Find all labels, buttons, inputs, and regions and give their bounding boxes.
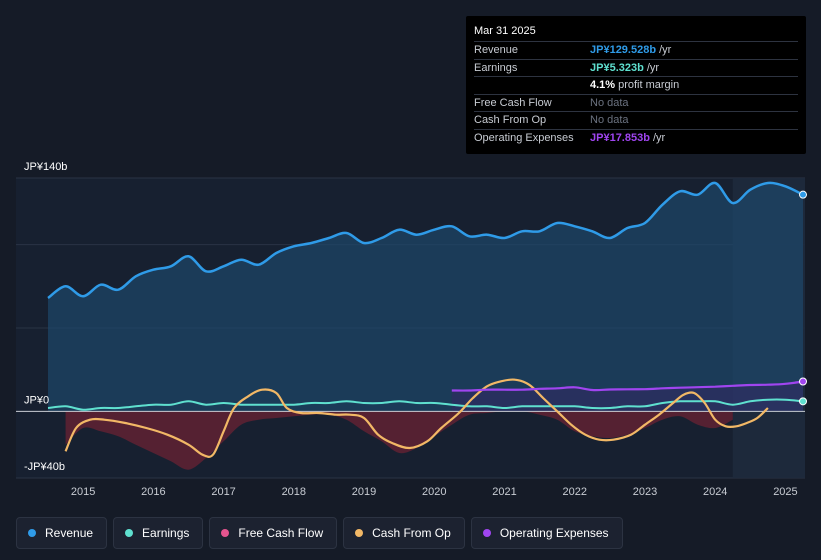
x-tick-label: 2018: [282, 486, 306, 498]
earnings-line: [47, 398, 804, 411]
x-tick-label: 2025: [773, 486, 797, 498]
legend: Revenue Earnings Free Cash Flow Cash From O…: [16, 517, 623, 549]
tooltip-row: Cash From Op No data: [474, 112, 798, 130]
tooltip-row-value: JP¥17.853b: [590, 132, 650, 145]
legend-item-free-cash-flow[interactable]: Free Cash Flow: [209, 517, 338, 549]
y-tick-label: -JP¥40b: [24, 461, 65, 473]
x-tick-label: 2021: [492, 486, 516, 498]
x-tick-label: 2019: [352, 486, 376, 498]
legend-dot-icon: [125, 529, 134, 537]
operating-expenses-end-marker: [799, 377, 807, 386]
tooltip-row-label: Free Cash Flow: [474, 96, 552, 109]
tooltip-row-value: 4.1%: [590, 79, 616, 92]
legend-item-revenue[interactable]: Revenue: [16, 517, 108, 549]
legend-label: Earnings: [142, 526, 190, 540]
x-tick-label: 2022: [563, 486, 587, 498]
revenue-area: [48, 182, 803, 412]
tooltip-row-unit: /yr: [652, 132, 666, 145]
tooltip-row: Revenue JP¥129.528b/yr: [474, 42, 798, 60]
legend-item-earnings[interactable]: Earnings: [113, 517, 204, 549]
y-tick-label: JP¥0: [24, 394, 49, 406]
tooltip-row-value: No data: [590, 96, 629, 109]
legend-label: Cash From Op: [372, 526, 451, 540]
tooltip-row-unit: /yr: [659, 44, 672, 57]
legend-dot-icon: [221, 529, 230, 537]
tooltip-row: Operating Expenses JP¥17.853b/yr: [474, 130, 798, 148]
operating-expenses-line: [451, 380, 804, 392]
revenue-end-marker: [799, 190, 807, 199]
tooltip-row-value: JP¥129.528b: [590, 44, 657, 57]
legend-label: Free Cash Flow: [238, 526, 324, 540]
revenue-line: [47, 181, 804, 300]
legend-dot-icon: [355, 529, 364, 537]
x-tick-label: 2017: [211, 486, 235, 498]
free-cash-flow-area: [65, 411, 733, 470]
data-tooltip: Mar 31 2025 Revenue JP¥129.528b/yr Earning…: [466, 16, 806, 154]
tooltip-row-label: Cash From Op: [474, 114, 547, 127]
x-tick-label: 2024: [703, 486, 727, 498]
tooltip-row-value: JP¥5.323b: [590, 61, 644, 74]
legend-item-cash-from-op[interactable]: Cash From Op: [343, 517, 465, 549]
tooltip-row-label: Revenue: [474, 44, 519, 57]
tooltip-row: Earnings JP¥5.323b/yr: [474, 60, 798, 77]
x-tick-label: 2015: [71, 486, 95, 498]
legend-item-operating-expenses[interactable]: Operating Expenses: [470, 517, 623, 549]
x-tick-label: 2016: [141, 486, 165, 498]
tooltip-row-label: Operating Expenses: [474, 132, 574, 145]
legend-label: Operating Expenses: [499, 526, 609, 540]
earnings-end-marker: [799, 397, 807, 406]
tooltip-row-unit: profit margin: [618, 79, 680, 92]
tooltip-row: 4.1% profit margin: [474, 77, 798, 95]
tooltip-row: Free Cash Flow No data: [474, 95, 798, 112]
y-tick-label: JP¥140b: [24, 161, 67, 173]
tooltip-date: Mar 31 2025: [474, 24, 798, 42]
legend-dot-icon: [482, 529, 491, 537]
x-tick-label: 2020: [422, 486, 446, 498]
tooltip-row-value: No data: [590, 114, 629, 127]
x-tick-label: 2023: [633, 486, 657, 498]
chart: JP¥140b JP¥0 -JP¥40b 2015 2016 2017 2018 2019 20…: [16, 161, 807, 498]
cash-from-op-line: [64, 378, 769, 458]
legend-label: Revenue: [45, 526, 94, 540]
tooltip-row-label: Earnings: [474, 61, 518, 74]
tooltip-row-unit: /yr: [646, 61, 660, 74]
legend-dot-icon: [28, 529, 36, 537]
